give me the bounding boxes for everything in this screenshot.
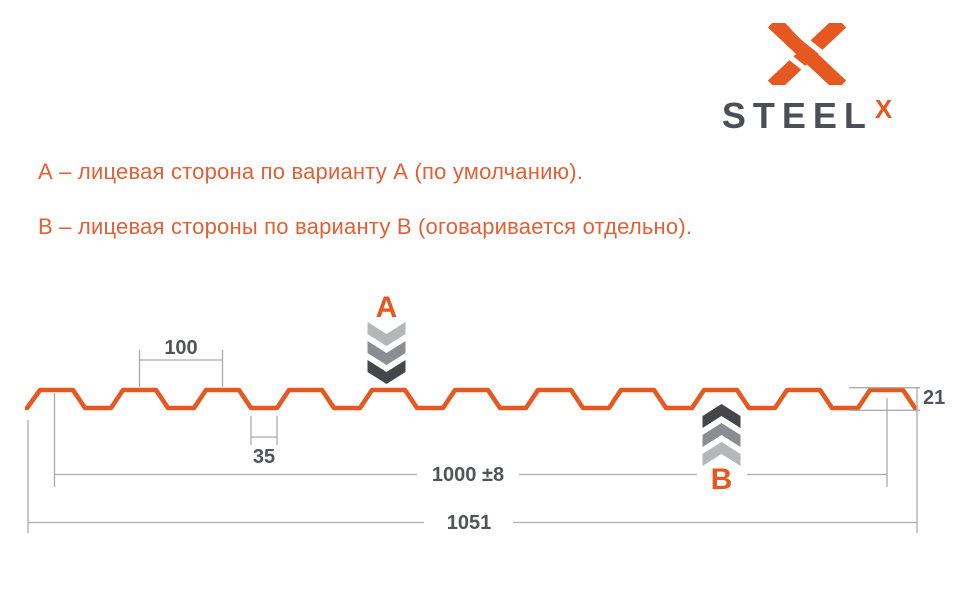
dim-value-height: 21 xyxy=(923,387,945,409)
note-variant-a: А – лицевая сторона по варианту А (по ум… xyxy=(38,159,584,184)
dimension-height-21: 21 xyxy=(849,387,945,411)
side-b-arrow-up-icon xyxy=(702,404,741,466)
side-a-label: A xyxy=(376,291,398,324)
chevron xyxy=(702,404,741,428)
brand-sup-x: X xyxy=(874,94,893,124)
side-a-arrow-down-icon xyxy=(367,322,406,384)
dimension-working-width-1000: 1000 ±8 xyxy=(53,393,888,487)
dimension-pitch-100: 100 xyxy=(138,337,224,387)
chevron xyxy=(367,341,406,365)
logo-stroke-ne-sw xyxy=(767,23,847,85)
chevron xyxy=(702,423,741,447)
brand-name: STEEL xyxy=(721,95,873,136)
chevron xyxy=(367,322,406,346)
logo-gap-upper xyxy=(785,23,849,80)
side-b-label: B xyxy=(711,463,733,496)
steelx-logo-x-icon xyxy=(765,23,849,85)
logo-gap-lower xyxy=(765,28,827,85)
dimension-valley-35: 35 xyxy=(250,416,278,468)
dim-value-pitch: 100 xyxy=(164,337,197,359)
chevron xyxy=(367,360,406,384)
dim-value-overall-width: 1051 xyxy=(447,512,492,534)
dim-value-valley: 35 xyxy=(253,446,275,468)
steelx-logo: STEELX xyxy=(700,18,914,134)
note-variant-b: В – лицевая стороны по варианту В (огова… xyxy=(38,214,693,239)
sheet-profile-line xyxy=(24,387,918,411)
dim-value-working-width: 1000 ±8 xyxy=(432,464,504,486)
dimension-overall-width-1051: 1051 xyxy=(27,387,918,534)
brand-wordmark: STEELX xyxy=(700,96,914,134)
chevron xyxy=(702,442,741,466)
